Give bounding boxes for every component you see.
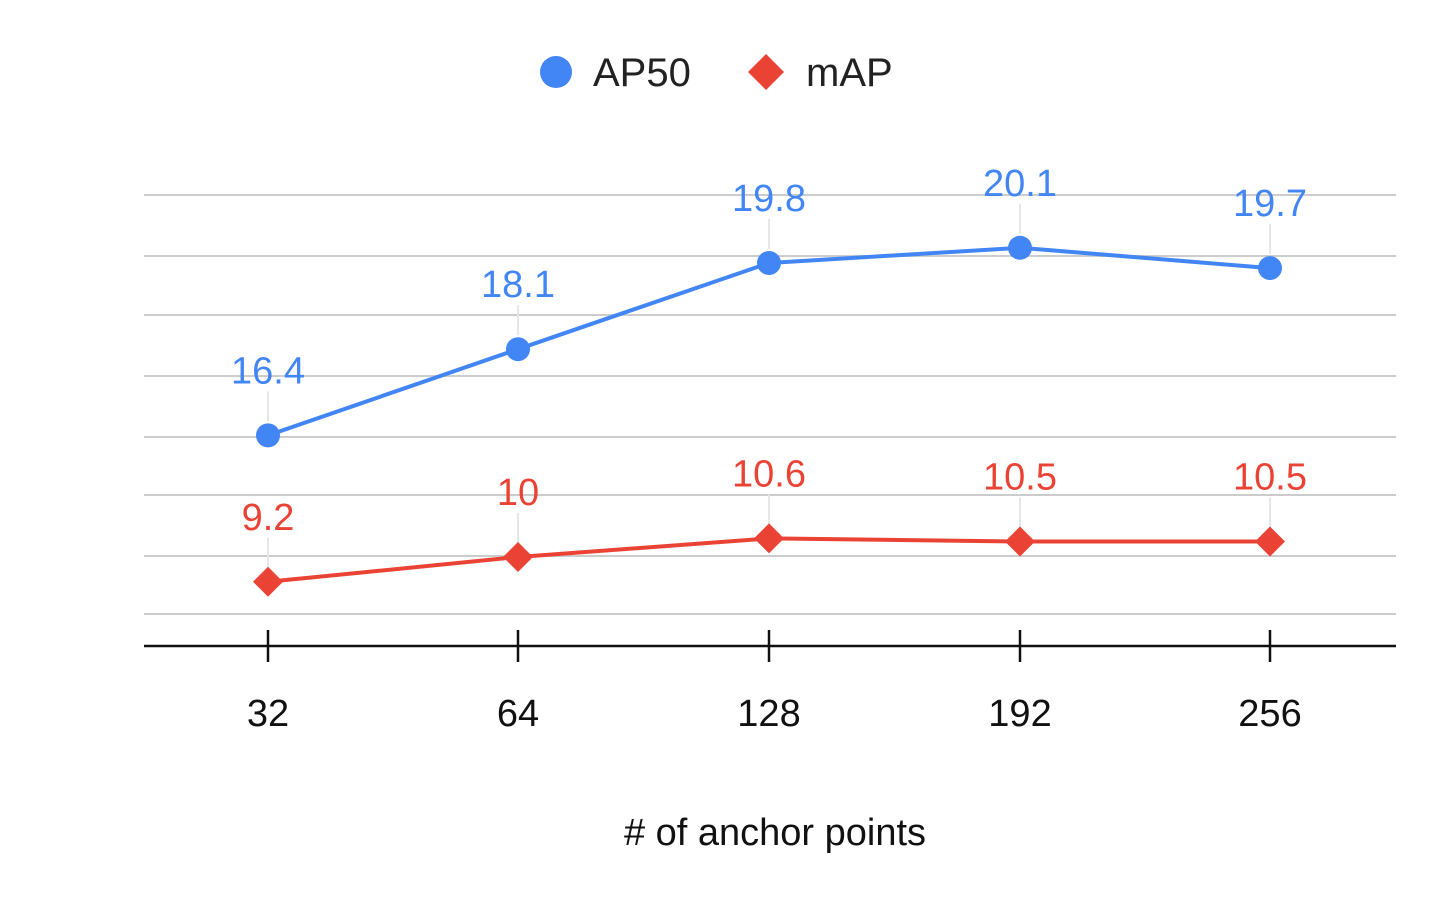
x-axis: 32 64 128 192 256 — [144, 630, 1396, 735]
data-label: 10 — [497, 472, 539, 514]
x-tick-label: 64 — [497, 693, 539, 735]
data-point — [253, 566, 283, 597]
data-label: 20.1 — [983, 163, 1057, 205]
legend-label-map: mAP — [806, 51, 893, 95]
data-label: 9.2 — [242, 497, 295, 539]
data-label: 16.4 — [231, 350, 305, 392]
data-label: 18.1 — [481, 264, 555, 306]
data-point — [503, 542, 533, 572]
data-point — [1008, 235, 1032, 260]
data-label: 10.6 — [732, 453, 806, 495]
legend: AP50 mAP — [540, 51, 893, 95]
series-line — [267, 245, 1271, 438]
data-label: 10.5 — [983, 457, 1057, 499]
data-point — [1005, 526, 1035, 557]
data-point — [256, 423, 280, 448]
legend-marker-map — [748, 54, 784, 90]
legend-marker-ap50 — [540, 56, 572, 88]
x-tick-label: 32 — [247, 693, 289, 735]
data-point — [1255, 526, 1285, 557]
data-point — [757, 251, 781, 275]
data-point — [754, 523, 784, 554]
x-tick-label: 192 — [988, 693, 1051, 735]
data-label: 10.5 — [1233, 457, 1307, 499]
legend-label-ap50: AP50 — [593, 51, 691, 95]
x-tick-label: 256 — [1238, 693, 1301, 735]
data-label: 19.7 — [1233, 183, 1307, 225]
x-axis-title: # of anchor points — [624, 812, 926, 854]
series-ap50: 16.4 18.1 19.8 20.1 19.7 — [231, 163, 1307, 448]
data-label: 19.8 — [732, 178, 806, 220]
series-layer: 16.4 18.1 19.8 20.1 19.7 9.2 10 10.6 10.5 10.5 — [231, 163, 1307, 597]
data-point — [1258, 256, 1282, 281]
data-point — [506, 337, 530, 362]
series-map: 9.2 10 10.6 10.5 10.5 — [242, 453, 1307, 597]
x-tick-label: 128 — [737, 693, 800, 735]
